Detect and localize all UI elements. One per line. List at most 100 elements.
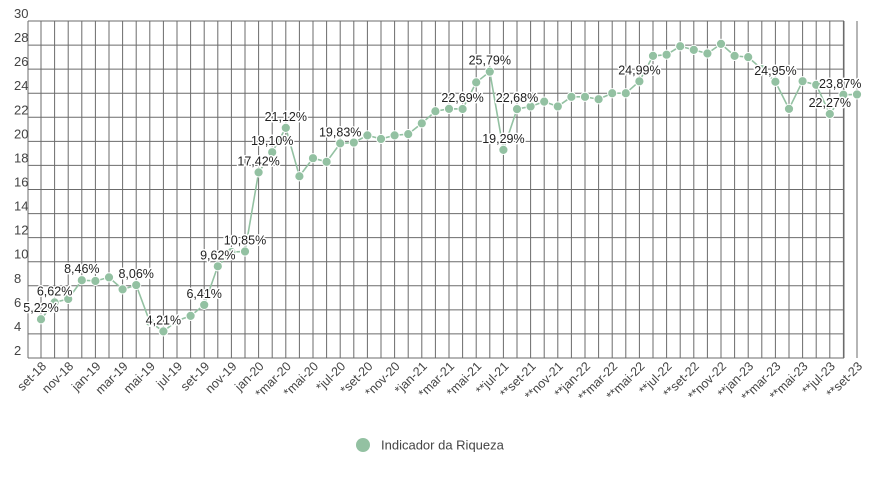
data-point[interactable]: [212, 261, 223, 272]
legend[interactable]: Indicador da Riqueza: [356, 438, 505, 453]
data-point[interactable]: [348, 137, 359, 148]
data-point[interactable]: [593, 94, 604, 105]
data-point[interactable]: [851, 89, 863, 100]
data-point[interactable]: [838, 89, 849, 100]
y-tick-label: 24: [14, 78, 28, 93]
data-point[interactable]: [103, 272, 115, 283]
data-point[interactable]: [144, 316, 155, 327]
data-point[interactable]: [511, 104, 523, 115]
y-tick-label: 6: [14, 295, 21, 310]
y-tick-label: 16: [14, 175, 28, 190]
data-point[interactable]: [620, 88, 631, 99]
data-point[interactable]: [607, 88, 618, 99]
legend-marker-icon: [356, 438, 370, 452]
data-point[interactable]: [335, 138, 346, 149]
y-tick-label: 22: [14, 102, 28, 117]
data-point[interactable]: [117, 284, 128, 295]
data-point[interactable]: [294, 171, 305, 182]
data-point[interactable]: [35, 314, 47, 325]
data-label: 19,10%: [251, 134, 293, 148]
series-points: [35, 38, 863, 337]
x-axis-ticks: set-18nov-18jan-19mar-19mai-19jul-19set-…: [15, 359, 865, 404]
y-tick-label: 10: [14, 247, 28, 262]
data-point[interactable]: [471, 77, 482, 88]
data-point[interactable]: [185, 310, 196, 321]
data-point[interactable]: [675, 41, 686, 52]
data-point[interactable]: [715, 38, 727, 49]
data-point[interactable]: [688, 44, 699, 55]
data-label: 22,27%: [809, 96, 851, 110]
data-point[interactable]: [389, 130, 400, 141]
data-point[interactable]: [253, 167, 264, 178]
data-point[interactable]: [539, 96, 550, 107]
data-point[interactable]: [498, 144, 509, 156]
data-label: 6,41%: [186, 287, 221, 301]
y-tick-label: 20: [14, 126, 28, 141]
data-point[interactable]: [362, 130, 373, 141]
data-label: 19,83%: [319, 125, 361, 139]
data-point[interactable]: [579, 91, 591, 102]
data-label: 17,42%: [237, 154, 279, 168]
data-label: 24,95%: [754, 64, 796, 78]
y-tick-label: 30: [14, 6, 28, 21]
data-labels: 5,22% 6,62% 8,46% 8,06% 4,21% 6,41% 9,62%10,85…: [22, 52, 863, 329]
data-point[interactable]: [267, 147, 278, 158]
x-tick-label: nov-18: [39, 359, 76, 396]
data-point[interactable]: [131, 279, 142, 291]
data-point[interactable]: [743, 52, 754, 63]
data-point[interactable]: [457, 103, 468, 115]
x-tick-label: mai-19: [121, 359, 158, 396]
data-point[interactable]: [729, 50, 740, 62]
grid: [27, 20, 858, 359]
y-tick-label: 2: [14, 343, 21, 358]
data-point[interactable]: [647, 50, 659, 62]
data-point[interactable]: [702, 48, 713, 59]
data-point[interactable]: [797, 76, 808, 87]
y-tick-label: 4: [14, 319, 21, 334]
data-point[interactable]: [403, 129, 414, 140]
y-tick-label: 12: [14, 223, 28, 238]
data-point[interactable]: [49, 297, 60, 308]
data-label: 21,12%: [265, 110, 307, 124]
data-point[interactable]: [552, 101, 563, 112]
data-point[interactable]: [239, 246, 251, 257]
data-label: 4,21%: [146, 313, 181, 327]
data-point[interactable]: [158, 326, 169, 337]
data-point[interactable]: [770, 76, 781, 87]
legend-label: Indicador da Riqueza: [381, 438, 505, 453]
data-point[interactable]: [661, 49, 672, 60]
data-point[interactable]: [416, 118, 427, 129]
x-tick-label: nov-19: [203, 359, 240, 396]
data-point[interactable]: [63, 293, 74, 305]
data-point[interactable]: [443, 103, 455, 114]
data-point[interactable]: [375, 133, 387, 145]
data-point[interactable]: [566, 91, 577, 102]
data-point[interactable]: [171, 315, 183, 326]
data-point[interactable]: [226, 246, 237, 258]
data-point[interactable]: [430, 106, 441, 117]
data-label: 8,46%: [64, 262, 99, 276]
data-point[interactable]: [76, 275, 87, 286]
data-point[interactable]: [484, 66, 495, 77]
y-tick-label: 8: [14, 271, 21, 286]
data-point[interactable]: [307, 153, 319, 164]
data-point[interactable]: [811, 79, 822, 90]
data-point[interactable]: [634, 76, 645, 87]
data-label: 24,99%: [618, 63, 660, 77]
y-tick-label: 26: [14, 54, 28, 69]
data-point[interactable]: [90, 275, 101, 287]
data-label: 22,68%: [496, 91, 538, 105]
data-label: 6,62%: [37, 284, 72, 298]
data-point[interactable]: [199, 299, 210, 311]
data-point[interactable]: [525, 101, 536, 112]
data-label: 10,85%: [224, 233, 266, 247]
data-point[interactable]: [756, 64, 767, 75]
y-tick-label: 14: [14, 199, 28, 214]
data-point[interactable]: [824, 108, 835, 120]
data-point[interactable]: [321, 156, 332, 167]
data-point[interactable]: [280, 122, 291, 133]
data-point[interactable]: [783, 103, 795, 114]
data-label: 19,29%: [482, 132, 524, 146]
data-label: 5,22%: [23, 301, 58, 315]
